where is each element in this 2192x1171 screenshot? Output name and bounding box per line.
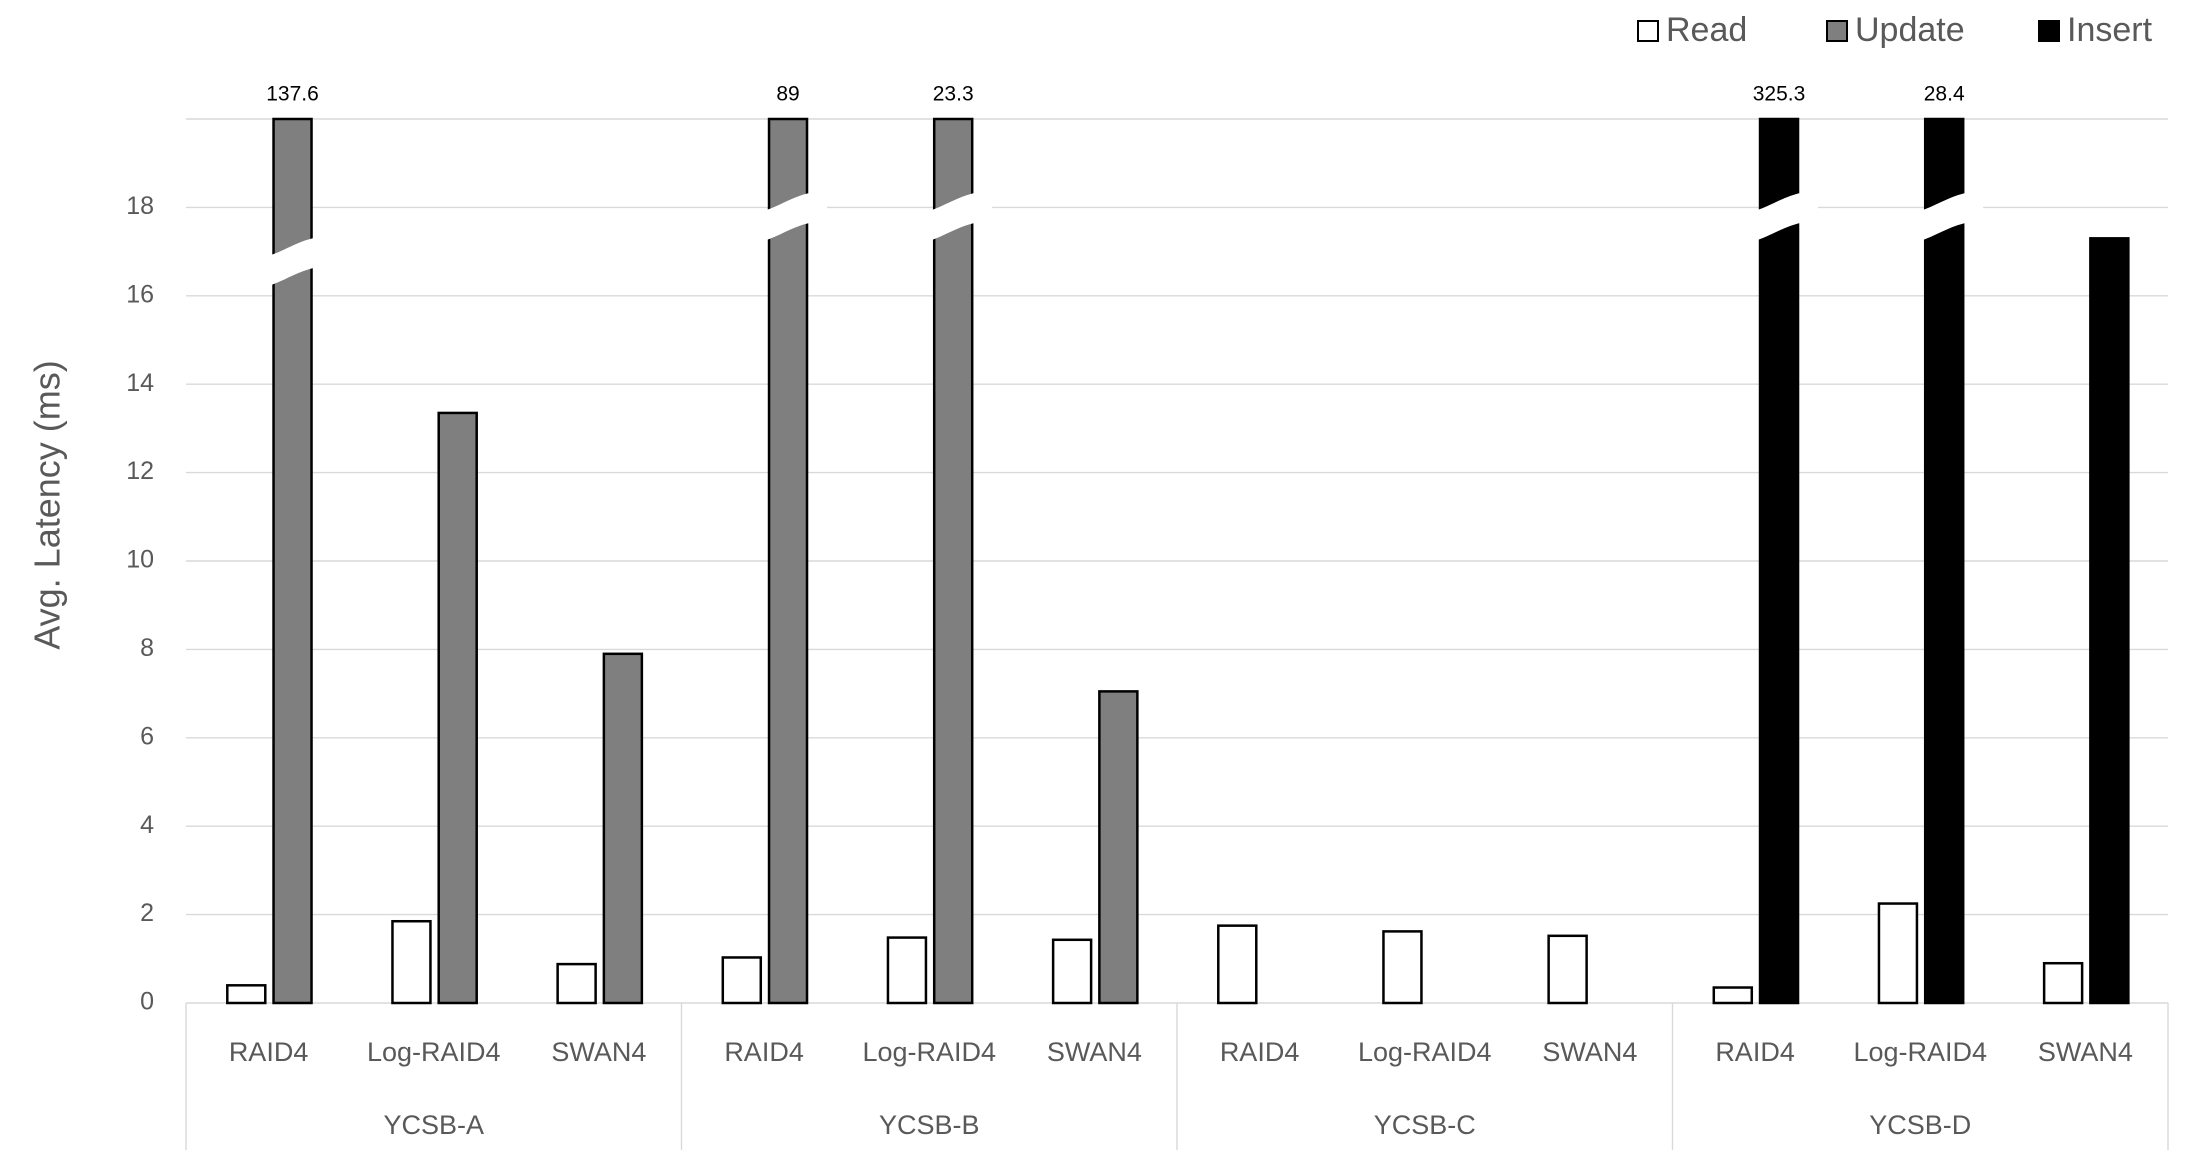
legend-label: Insert	[2067, 11, 2153, 49]
legend-swatch	[1826, 20, 1848, 42]
axis-break	[1740, 191, 1819, 243]
x-tick-label: Log-RAID4	[367, 1037, 501, 1067]
y-tick-label: 6	[140, 722, 154, 750]
bar	[886, 936, 928, 1005]
x-tick-label: RAID4	[724, 1037, 804, 1067]
y-tick-label: 8	[140, 634, 154, 662]
legend-swatch	[2038, 20, 2060, 42]
x-tick-label: SWAN4	[2038, 1037, 2133, 1067]
bar	[1877, 902, 1919, 1005]
data-label: 325.3	[1753, 83, 1806, 106]
y-tick-label: 2	[140, 899, 154, 927]
bar	[721, 956, 763, 1005]
y-tick-label: 12	[126, 457, 154, 485]
bar	[1712, 986, 1754, 1005]
x-tick-label: SWAN4	[1542, 1037, 1637, 1067]
x-tick-label: Log-RAID4	[1358, 1037, 1492, 1067]
x-tick-label: RAID4	[1715, 1037, 1795, 1067]
legend-label: Read	[1666, 11, 1747, 49]
y-tick-label: 10	[126, 546, 154, 574]
axis-break	[253, 236, 332, 288]
x-tick-label: Log-RAID4	[1853, 1037, 1987, 1067]
bar	[2042, 961, 2084, 1005]
bar	[1923, 117, 1965, 1005]
group-label: YCSB-A	[383, 1110, 484, 1140]
bar	[1217, 924, 1258, 1005]
y-axis-label: Avg. Latency (ms)	[27, 360, 68, 649]
x-tick-label: SWAN4	[1047, 1037, 1142, 1067]
y-tick-label: 16	[126, 280, 154, 308]
axis-break	[914, 191, 993, 243]
group-label: YCSB-D	[1869, 1110, 1971, 1140]
bar	[556, 962, 597, 1005]
data-label: 23.3	[933, 83, 974, 106]
group-label: YCSB-B	[879, 1110, 980, 1140]
bar	[932, 117, 974, 1005]
bar	[1382, 930, 1423, 1005]
data-label: 137.6	[266, 83, 319, 106]
x-tick-label: Log-RAID4	[862, 1037, 996, 1067]
data-label: 28.4	[1924, 83, 1965, 106]
axis-break	[749, 191, 828, 243]
legend-label: Update	[1855, 11, 1965, 49]
bar	[1098, 690, 1139, 1005]
bar	[2089, 237, 2130, 1005]
bar	[437, 411, 478, 1005]
axis-break	[1905, 191, 1984, 243]
bar	[391, 919, 432, 1005]
y-tick-label: 18	[126, 192, 154, 220]
y-tick-label: 14	[126, 369, 154, 397]
y-tick-label: 0	[140, 988, 154, 1016]
legend-swatch	[1637, 20, 1659, 42]
bar	[767, 117, 809, 1005]
bar	[226, 984, 267, 1005]
x-tick-label: RAID4	[1220, 1037, 1300, 1067]
y-tick-label: 4	[140, 811, 154, 839]
data-label: 89	[776, 83, 799, 106]
bar	[602, 652, 644, 1005]
bar	[1547, 934, 1588, 1005]
x-tick-label: SWAN4	[551, 1037, 646, 1067]
bar	[1051, 938, 1093, 1005]
x-tick-label: RAID4	[229, 1037, 309, 1067]
group-label: YCSB-C	[1374, 1110, 1476, 1140]
bar	[1758, 117, 1800, 1005]
